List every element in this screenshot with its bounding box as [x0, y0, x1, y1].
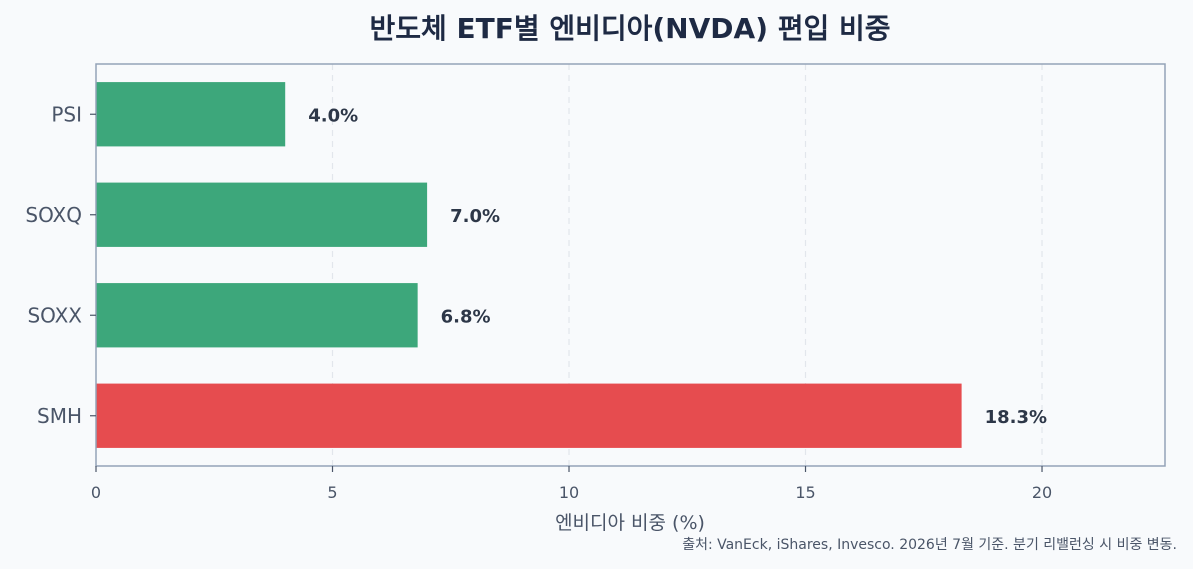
x-tick-label: 15	[795, 483, 815, 502]
bar-soxx	[96, 283, 418, 348]
source-note: 출처: VanEck, iShares, Invesco. 2026년 7월 기…	[682, 537, 1177, 553]
bar-psi	[96, 82, 286, 147]
category-label: SOXX	[27, 303, 82, 327]
x-tick-label: 5	[327, 483, 337, 502]
category-label: PSI	[51, 102, 82, 126]
x-tick-label: 20	[1032, 483, 1052, 502]
value-label: 4.0%	[308, 105, 358, 126]
x-axis-title: 엔비디아 비중 (%)	[555, 512, 705, 534]
bar-soxq	[96, 182, 428, 247]
bar-smh	[96, 383, 962, 448]
value-label: 7.0%	[450, 206, 500, 227]
category-label: SMH	[37, 404, 82, 428]
value-label: 18.3%	[985, 407, 1047, 428]
category-label: SOXQ	[25, 203, 82, 227]
value-label: 6.8%	[441, 306, 491, 327]
chart-title: 반도체 ETF별 엔비디아(NVDA) 편입 비중	[369, 12, 890, 45]
x-tick-label: 10	[559, 483, 579, 502]
x-tick-label: 0	[91, 483, 101, 502]
plot-frame	[95, 63, 1166, 467]
